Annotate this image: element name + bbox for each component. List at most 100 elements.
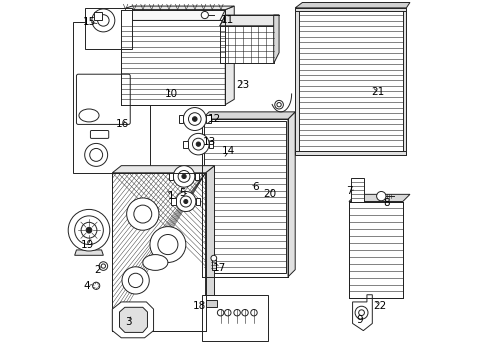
Circle shape [128, 273, 143, 288]
Bar [295, 151, 406, 155]
Circle shape [242, 310, 248, 316]
Polygon shape [295, 8, 406, 155]
Text: 21: 21 [371, 87, 384, 97]
Circle shape [126, 198, 159, 230]
Circle shape [196, 142, 200, 146]
Ellipse shape [143, 255, 168, 270]
Text: 6: 6 [252, 182, 259, 192]
Text: 10: 10 [165, 89, 178, 99]
Circle shape [275, 100, 283, 109]
Bar [220, 26, 274, 63]
Bar [297, 10, 403, 151]
Bar [295, 8, 406, 12]
Ellipse shape [79, 109, 99, 122]
Polygon shape [220, 15, 279, 26]
Text: 3: 3 [125, 317, 132, 327]
Polygon shape [274, 15, 279, 63]
Bar [179, 116, 183, 123]
Circle shape [234, 310, 240, 316]
Polygon shape [202, 112, 295, 119]
Circle shape [68, 210, 110, 251]
Text: 16: 16 [116, 120, 129, 129]
Circle shape [122, 267, 149, 294]
Circle shape [189, 113, 201, 125]
Circle shape [188, 134, 209, 155]
Polygon shape [122, 21, 225, 105]
Bar [95, 12, 102, 20]
Text: 12: 12 [208, 114, 221, 124]
Circle shape [86, 227, 92, 233]
Circle shape [218, 310, 224, 316]
FancyBboxPatch shape [91, 131, 109, 138]
Bar [196, 198, 200, 205]
Circle shape [355, 306, 368, 319]
Text: 19: 19 [80, 239, 94, 249]
Text: 5: 5 [179, 188, 186, 198]
Polygon shape [120, 307, 147, 332]
Circle shape [99, 262, 108, 270]
Circle shape [277, 103, 281, 107]
Circle shape [251, 310, 257, 316]
Text: 15: 15 [82, 17, 96, 27]
Bar [403, 8, 406, 155]
Bar [351, 178, 365, 202]
Circle shape [178, 171, 190, 182]
Circle shape [173, 166, 195, 187]
Circle shape [81, 222, 97, 238]
Circle shape [377, 192, 386, 201]
Polygon shape [112, 302, 153, 338]
Circle shape [134, 205, 152, 223]
Text: 9: 9 [356, 315, 363, 325]
Bar [202, 295, 269, 341]
FancyBboxPatch shape [76, 74, 130, 125]
Circle shape [98, 15, 109, 26]
Circle shape [90, 148, 102, 161]
Bar [195, 173, 199, 180]
Bar [85, 8, 132, 49]
Polygon shape [349, 194, 410, 202]
Circle shape [182, 174, 186, 179]
Circle shape [150, 226, 186, 262]
Polygon shape [288, 112, 295, 277]
Bar [206, 116, 211, 123]
Circle shape [85, 143, 108, 166]
Circle shape [201, 12, 208, 19]
Text: 2: 2 [94, 265, 100, 275]
Polygon shape [74, 250, 103, 255]
Circle shape [74, 216, 103, 244]
Text: 18: 18 [193, 301, 206, 311]
Circle shape [176, 192, 196, 212]
Circle shape [158, 234, 178, 255]
Polygon shape [220, 26, 274, 63]
Text: 11: 11 [220, 15, 234, 26]
Polygon shape [353, 295, 372, 330]
Bar [183, 140, 188, 148]
Bar [295, 8, 299, 155]
Text: 23: 23 [237, 80, 250, 90]
Circle shape [184, 199, 188, 203]
Circle shape [359, 310, 365, 316]
Bar [209, 140, 214, 148]
Text: 7: 7 [345, 186, 352, 196]
Bar [73, 22, 150, 173]
Polygon shape [112, 166, 215, 173]
Bar [206, 300, 217, 307]
Circle shape [211, 255, 217, 261]
Bar [212, 259, 216, 270]
Polygon shape [202, 119, 288, 277]
Text: 13: 13 [202, 138, 216, 147]
Polygon shape [122, 10, 225, 21]
Polygon shape [122, 6, 234, 10]
Circle shape [93, 282, 100, 289]
Polygon shape [225, 6, 234, 105]
Text: 4: 4 [84, 281, 91, 291]
Circle shape [193, 117, 197, 121]
Bar [204, 121, 286, 273]
Bar [169, 173, 173, 180]
Circle shape [92, 9, 115, 32]
Bar [349, 202, 403, 298]
Text: 17: 17 [213, 263, 226, 273]
Circle shape [193, 138, 204, 150]
Polygon shape [295, 3, 410, 8]
Circle shape [180, 196, 192, 207]
